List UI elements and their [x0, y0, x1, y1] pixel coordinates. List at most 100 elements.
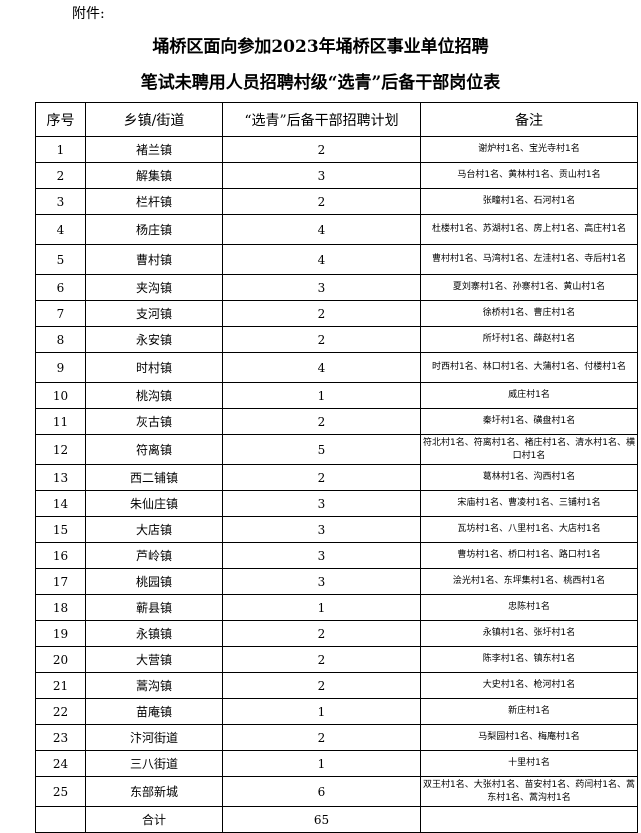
table-row: 2 解集镇 3 马台村1名、黄林村1名、贡山村1名 — [35, 162, 638, 189]
cell-no: 11 — [35, 408, 86, 435]
page-subtitle: 笔试未聘用人员招聘村级“选青”后备干部岗位表 — [140, 73, 501, 93]
cell-no: 19 — [35, 620, 86, 647]
attachment-label: 附件: — [72, 6, 105, 22]
cell-plan: 4 — [222, 244, 421, 275]
cell-note: 陈李村1名、镇东村1名 — [420, 646, 638, 673]
cell-town: 苗庵镇 — [85, 698, 223, 725]
cell-plan: 1 — [222, 594, 421, 621]
cell-town: 芦岭镇 — [85, 542, 223, 569]
cell-no: 2 — [35, 162, 86, 189]
cell-plan: 5 — [222, 434, 421, 465]
cell-no: 17 — [35, 568, 86, 595]
cell-plan: 4 — [222, 352, 421, 383]
cell-town: 曹村镇 — [85, 244, 223, 275]
table-row: 7 支河镇 2 徐桥村1名、曹庄村1名 — [35, 300, 638, 327]
cell-note: 曹坊村1名、桥口村1名、路口村1名 — [420, 542, 638, 569]
table-row: 19 永镇镇 2 永镇村1名、张圩村1名 — [35, 620, 638, 647]
cell-note: 宋庙村1名、曹凌村1名、三铺村1名 — [420, 490, 638, 517]
table-row: 13 西二铺镇 2 葛林村1名、沟西村1名 — [35, 464, 638, 491]
cell-no: 25 — [35, 776, 86, 807]
cell-plan: 1 — [222, 382, 421, 409]
cell-plan: 3 — [222, 568, 421, 595]
cell-town: 桃沟镇 — [85, 382, 223, 409]
cell-no: 22 — [35, 698, 86, 725]
cell-town: 符离镇 — [85, 434, 223, 465]
cell-plan: 2 — [222, 646, 421, 673]
cell-plan: 4 — [222, 214, 421, 245]
table-row: 12 符离镇 5 符北村1名、符离村1名、褚庄村1名、清水村1名、横口村1名 — [35, 434, 638, 465]
cell-plan: 2 — [222, 464, 421, 491]
cell-no: 1 — [35, 136, 86, 163]
cell-plan: 2 — [222, 136, 421, 163]
cell-no: 4 — [35, 214, 86, 245]
table-row: 1 褚兰镇 2 谢炉村1名、宝光寺村1名 — [35, 136, 638, 163]
cell-town: 解集镇 — [85, 162, 223, 189]
cell-note: 马梨园村1名、梅庵村1名 — [420, 724, 638, 751]
total-row: 合计 65 — [35, 806, 638, 833]
table-row: 8 永安镇 2 所圩村1名、薛赵村1名 — [35, 326, 638, 353]
total-plan: 65 — [222, 806, 421, 833]
cell-town: 夹沟镇 — [85, 274, 223, 301]
cell-plan: 2 — [222, 326, 421, 353]
cell-town: 西二铺镇 — [85, 464, 223, 491]
table-row: 9 时村镇 4 时西村1名、林口村1名、大蒲村1名、付楼村1名 — [35, 352, 638, 383]
cell-no: 16 — [35, 542, 86, 569]
table-row: 24 三八街道 1 十里村1名 — [35, 750, 638, 777]
table-row: 10 桃沟镇 1 威庄村1名 — [35, 382, 638, 409]
cell-no: 23 — [35, 724, 86, 751]
cell-no: 8 — [35, 326, 86, 353]
cell-no: 13 — [35, 464, 86, 491]
cell-no: 12 — [35, 434, 86, 465]
cell-no: 10 — [35, 382, 86, 409]
cell-plan: 2 — [222, 408, 421, 435]
cell-town: 栏杆镇 — [85, 188, 223, 215]
cell-town: 永镇镇 — [85, 620, 223, 647]
cell-note: 大史村1名、枪河村1名 — [420, 672, 638, 699]
cell-town: 朱仙庄镇 — [85, 490, 223, 517]
table-row: 17 桃园镇 3 浍光村1名、东坪集村1名、桃西村1名 — [35, 568, 638, 595]
table-row: 5 曹村镇 4 曹村村1名、马湾村1名、左洼村1名、寺后村1名 — [35, 244, 638, 275]
cell-town: 支河镇 — [85, 300, 223, 327]
table-row: 14 朱仙庄镇 3 宋庙村1名、曹凌村1名、三铺村1名 — [35, 490, 638, 517]
table-row: 18 蕲县镇 1 忠陈村1名 — [35, 594, 638, 621]
cell-note: 马台村1名、黄林村1名、贡山村1名 — [420, 162, 638, 189]
cell-note: 所圩村1名、薛赵村1名 — [420, 326, 638, 353]
cell-town: 蒿沟镇 — [85, 672, 223, 699]
table-row: 11 灰古镇 2 秦圩村1名、磺盘村1名 — [35, 408, 638, 435]
cell-town: 时村镇 — [85, 352, 223, 383]
page-title: 埇桥区面向参加2023年埇桥区事业单位招聘 — [152, 37, 489, 57]
cell-plan: 3 — [222, 516, 421, 543]
positions-table: 序号 乡镇/街道 “选青”后备干部招聘计划 备注 1 褚兰镇 2 谢炉村1名、宝光寺村… — [35, 102, 638, 833]
cell-no — [35, 806, 86, 833]
table-header: 序号 乡镇/街道 “选青”后备干部招聘计划 备注 — [35, 102, 638, 137]
cell-no: 21 — [35, 672, 86, 699]
cell-town: 东部新城 — [85, 776, 223, 807]
col-header-no: 序号 — [35, 102, 86, 137]
cell-plan: 2 — [222, 672, 421, 699]
cell-note: 徐桥村1名、曹庄村1名 — [420, 300, 638, 327]
table-row: 15 大店镇 3 瓦坊村1名、八里村1名、大店村1名 — [35, 516, 638, 543]
col-header-plan: “选青”后备干部招聘计划 — [222, 102, 421, 137]
cell-note: 威庄村1名 — [420, 382, 638, 409]
cell-plan: 3 — [222, 542, 421, 569]
cell-town: 杨庄镇 — [85, 214, 223, 245]
col-header-town: 乡镇/街道 — [85, 102, 223, 137]
cell-town: 永安镇 — [85, 326, 223, 353]
cell-plan: 3 — [222, 162, 421, 189]
cell-town: 蕲县镇 — [85, 594, 223, 621]
cell-no: 18 — [35, 594, 86, 621]
cell-note: 浍光村1名、东坪集村1名、桃西村1名 — [420, 568, 638, 595]
total-note — [420, 806, 638, 833]
cell-plan: 2 — [222, 724, 421, 751]
table-row: 23 汴河街道 2 马梨园村1名、梅庵村1名 — [35, 724, 638, 751]
table-row: 6 夹沟镇 3 夏刘寨村1名、孙寨村1名、黄山村1名 — [35, 274, 638, 301]
cell-town: 大店镇 — [85, 516, 223, 543]
cell-note: 张疃村1名、石河村1名 — [420, 188, 638, 215]
col-header-note: 备注 — [420, 102, 638, 137]
cell-note: 双王村1名、大张村1名、苗安村1名、药闫村1名、蒿东村1名、蒿沟村1名 — [420, 776, 638, 807]
cell-town: 汴河街道 — [85, 724, 223, 751]
cell-note: 秦圩村1名、磺盘村1名 — [420, 408, 638, 435]
cell-no: 14 — [35, 490, 86, 517]
table-row: 20 大营镇 2 陈李村1名、镇东村1名 — [35, 646, 638, 673]
cell-no: 9 — [35, 352, 86, 383]
